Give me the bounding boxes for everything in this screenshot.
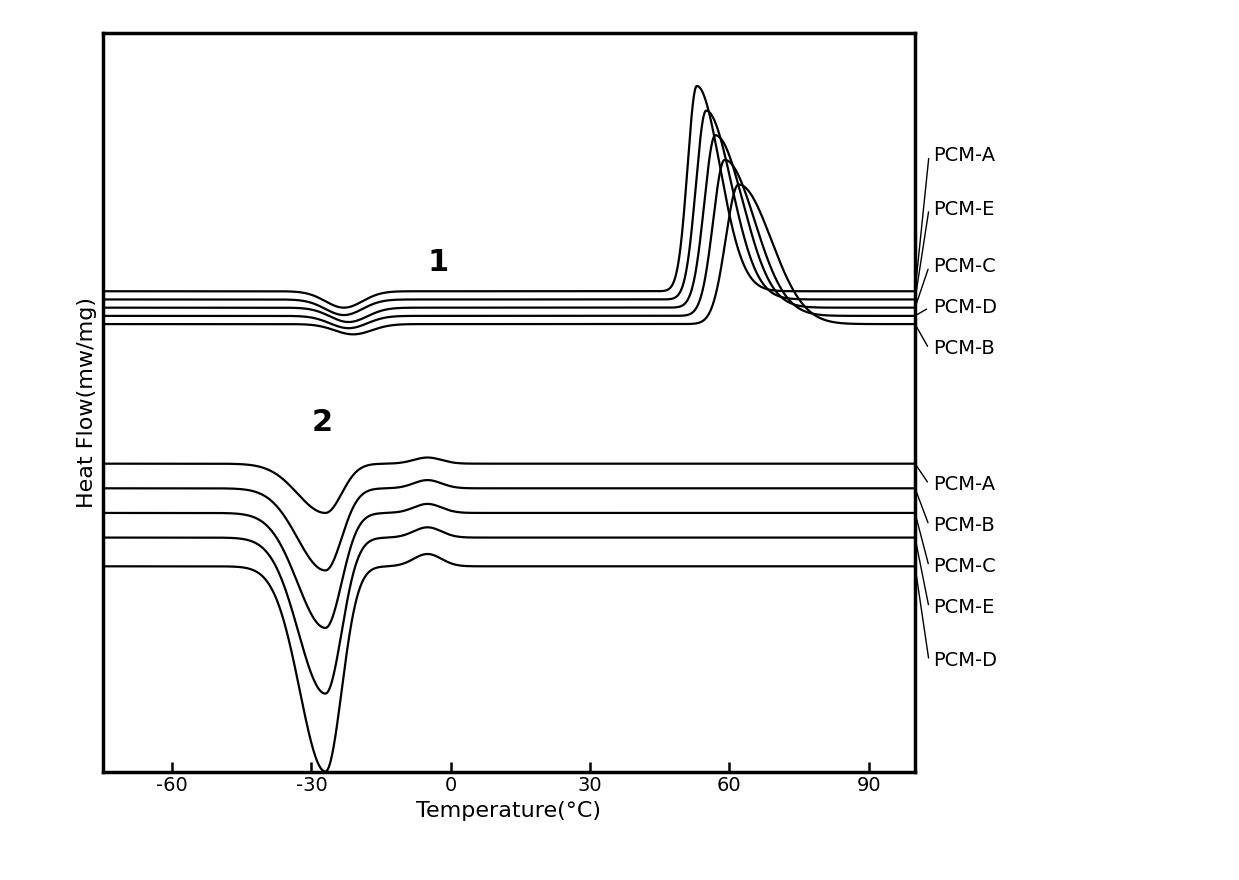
Y-axis label: Heat Flow(mw/mg): Heat Flow(mw/mg)	[77, 297, 97, 508]
Text: 2: 2	[311, 407, 332, 436]
Text: PCM-A: PCM-A	[934, 474, 996, 494]
Text: PCM-B: PCM-B	[934, 516, 995, 535]
Text: PCM-C: PCM-C	[934, 257, 996, 276]
Text: PCM-D: PCM-D	[934, 298, 997, 317]
Text: PCM-E: PCM-E	[934, 598, 995, 617]
Text: PCM-A: PCM-A	[934, 146, 996, 165]
Text: PCM-D: PCM-D	[934, 651, 997, 671]
Text: PCM-B: PCM-B	[934, 339, 995, 358]
X-axis label: Temperature(°C): Temperature(°C)	[416, 801, 601, 821]
Text: PCM-C: PCM-C	[934, 557, 996, 576]
Text: PCM-E: PCM-E	[934, 200, 995, 218]
Text: 1: 1	[427, 247, 449, 276]
